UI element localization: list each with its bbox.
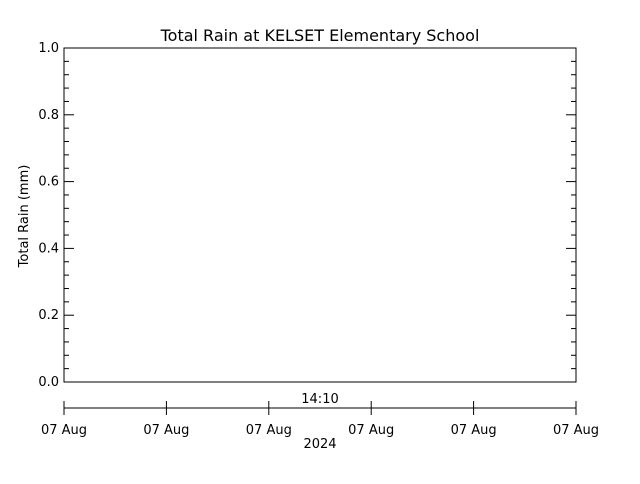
x-axis-ticks bbox=[63, 401, 577, 415]
x-axis-tick-labels: 07 Aug 07 Aug 07 Aug 07 Aug 07 Aug 07 Aug bbox=[41, 423, 599, 438]
y-tick-label: 1.0 bbox=[38, 41, 59, 56]
x-tick-label: 07 Aug bbox=[451, 423, 497, 438]
y-axis-label: Total Rain (mm) bbox=[17, 165, 32, 269]
y-tick-label: 0.4 bbox=[38, 241, 59, 256]
x-tick-label: 07 Aug bbox=[41, 423, 87, 438]
x-year-label: 2024 bbox=[303, 437, 336, 452]
y-tick-label: 0.8 bbox=[38, 108, 59, 123]
y-tick-label: 0.6 bbox=[38, 175, 59, 190]
plot-frame bbox=[63, 47, 577, 383]
y-axis-ticks bbox=[64, 47, 576, 383]
x-tick-label: 07 Aug bbox=[143, 423, 189, 438]
x-tick-label: 07 Aug bbox=[246, 423, 292, 438]
y-axis-tick-labels: 0.0 0.2 0.4 0.6 0.8 1.0 bbox=[38, 41, 59, 390]
x-tick-label: 07 Aug bbox=[348, 423, 394, 438]
x-tick-label: 07 Aug bbox=[553, 423, 599, 438]
x-time-label: 14:10 bbox=[301, 392, 338, 407]
chart-title: Total Rain at KELSET Elementary School bbox=[160, 26, 480, 45]
y-tick-label: 0.0 bbox=[38, 375, 59, 390]
y-tick-label: 0.2 bbox=[38, 308, 59, 323]
